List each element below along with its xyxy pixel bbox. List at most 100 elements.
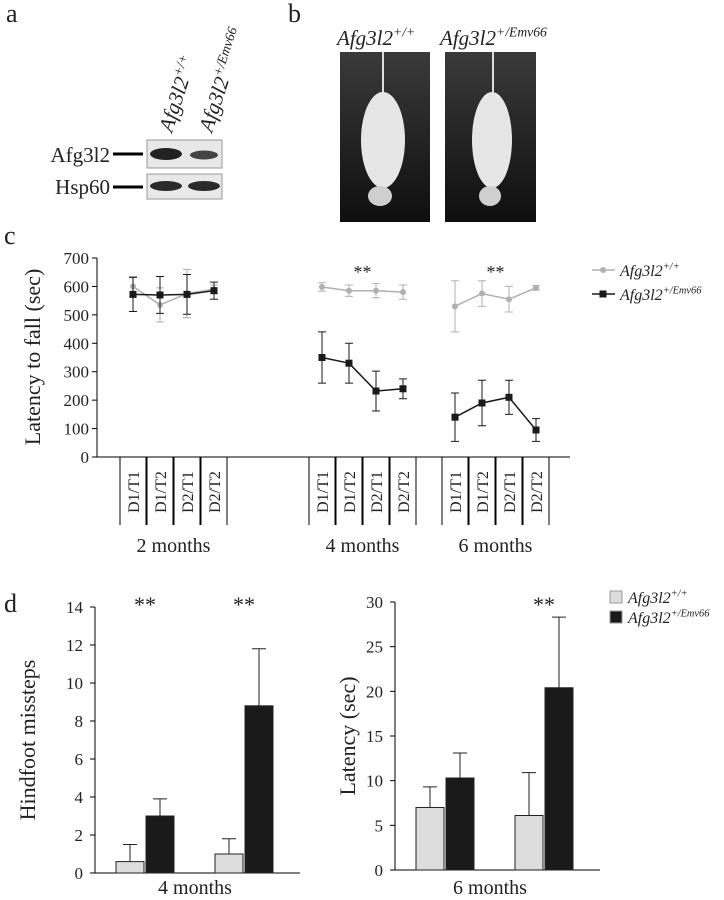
y-axis-label: Latency (sec)	[335, 676, 360, 795]
y-tick-label: 0	[75, 864, 84, 883]
y-tick-label: 0	[81, 448, 90, 467]
point	[399, 385, 407, 393]
error-bar	[153, 798, 167, 816]
x-tick-label: D1/T1	[126, 471, 143, 513]
point	[345, 359, 353, 367]
annotation: **	[233, 592, 255, 617]
y-tick-label: 500	[64, 306, 90, 325]
y-tick-label: 300	[64, 363, 90, 382]
series-line	[132, 289, 215, 296]
genotype: Afg3l2+/+	[619, 262, 680, 280]
y-tick-label: 8	[75, 712, 84, 731]
legend-marker	[600, 267, 606, 273]
point	[129, 290, 137, 298]
point	[319, 283, 325, 290]
genotype: Afg3l2+/+	[152, 52, 201, 136]
point	[506, 296, 512, 303]
error-bar	[423, 786, 437, 808]
error-bar	[453, 752, 467, 778]
genotype-superscript: +/+	[671, 589, 688, 600]
y-tick-label: 100	[64, 420, 90, 439]
genotype-superscript: +/+	[170, 52, 191, 78]
y-tick-label: 25	[366, 638, 383, 657]
photo-detail	[472, 92, 512, 188]
series-line	[454, 287, 537, 308]
error-bar	[123, 844, 137, 862]
point	[318, 354, 326, 361]
point	[373, 287, 379, 294]
x-axis-label: 6 months	[453, 877, 527, 899]
panel-label: b	[288, 0, 301, 28]
y-tick-label: 200	[64, 391, 90, 410]
point	[400, 289, 406, 296]
y-tick-label: 600	[64, 277, 90, 296]
error-bar	[522, 772, 536, 816]
point	[156, 291, 164, 299]
y-tick-label: 20	[366, 682, 383, 701]
photo-detail	[479, 186, 501, 206]
x-tick-label: D1/T2	[153, 471, 170, 513]
point	[478, 399, 486, 407]
series-line	[321, 286, 404, 293]
point	[346, 287, 352, 294]
point	[451, 413, 459, 421]
error-bar	[552, 616, 566, 688]
genotype: Afg3l2+/Emv66	[619, 286, 702, 304]
x-tick-label: D1/T2	[475, 471, 492, 513]
genotype: Afg3l2+/Emv66	[627, 609, 710, 627]
y-tick-label: 400	[64, 334, 90, 353]
y-tick-label: 12	[66, 636, 83, 655]
genotype: Afg3l2+/+	[335, 25, 415, 50]
genotype-superscript: +/+	[663, 262, 680, 273]
y-tick-label: 4	[75, 788, 84, 807]
y-axis-label: Hindfoot missteps	[15, 660, 40, 821]
photo-detail	[361, 92, 405, 188]
protein-label: Afg3l2	[51, 143, 111, 167]
annotation: **	[487, 262, 505, 282]
y-tick-label: 10	[66, 674, 83, 693]
gene-name: Afg3l2	[438, 26, 496, 50]
gene-name: Afg3l2	[153, 73, 194, 136]
band	[190, 150, 218, 160]
x-axis-label: 4 months	[158, 877, 232, 899]
panel-label: c	[4, 221, 16, 250]
band	[150, 181, 182, 191]
x-tick-label: D1/T1	[315, 471, 332, 513]
point	[372, 387, 380, 395]
x-tick-label: D2/T2	[207, 471, 224, 513]
photo-detail	[368, 186, 392, 206]
y-tick-label: 15	[366, 727, 383, 746]
band	[150, 148, 182, 160]
series-line	[132, 285, 215, 306]
bar	[415, 806, 445, 871]
y-tick-label: 6	[75, 750, 84, 769]
panel-label: d	[4, 589, 17, 618]
y-tick-label: 700	[64, 249, 90, 268]
bar	[115, 861, 145, 874]
x-tick-label: D2/T2	[529, 471, 546, 513]
series-line	[321, 356, 404, 392]
group-label: 2 months	[137, 535, 211, 557]
bar	[544, 687, 574, 871]
genotype-superscript: +/Emv66	[210, 25, 240, 78]
y-tick-label: 2	[75, 826, 84, 845]
group-label: 4 months	[326, 535, 400, 557]
point	[479, 290, 485, 297]
point	[532, 426, 540, 434]
series-line	[454, 396, 537, 431]
point	[452, 303, 458, 310]
bar	[445, 777, 475, 871]
bar	[514, 815, 544, 871]
gene-name: Afg3l2	[619, 263, 663, 280]
protein-label: Hsp60	[55, 175, 110, 199]
legend-marker	[599, 290, 607, 298]
genotype-superscript: +/Emv66	[663, 286, 703, 297]
genotype: Afg3l2+/Emv66	[192, 25, 250, 137]
group-label: 6 months	[459, 535, 533, 557]
genotype: Afg3l2+/Emv66	[438, 25, 547, 50]
genotype-superscript: +/Emv66	[496, 25, 547, 40]
error-bar	[252, 648, 266, 706]
error-bar	[222, 838, 236, 854]
x-tick-label: D2/T1	[502, 471, 519, 513]
